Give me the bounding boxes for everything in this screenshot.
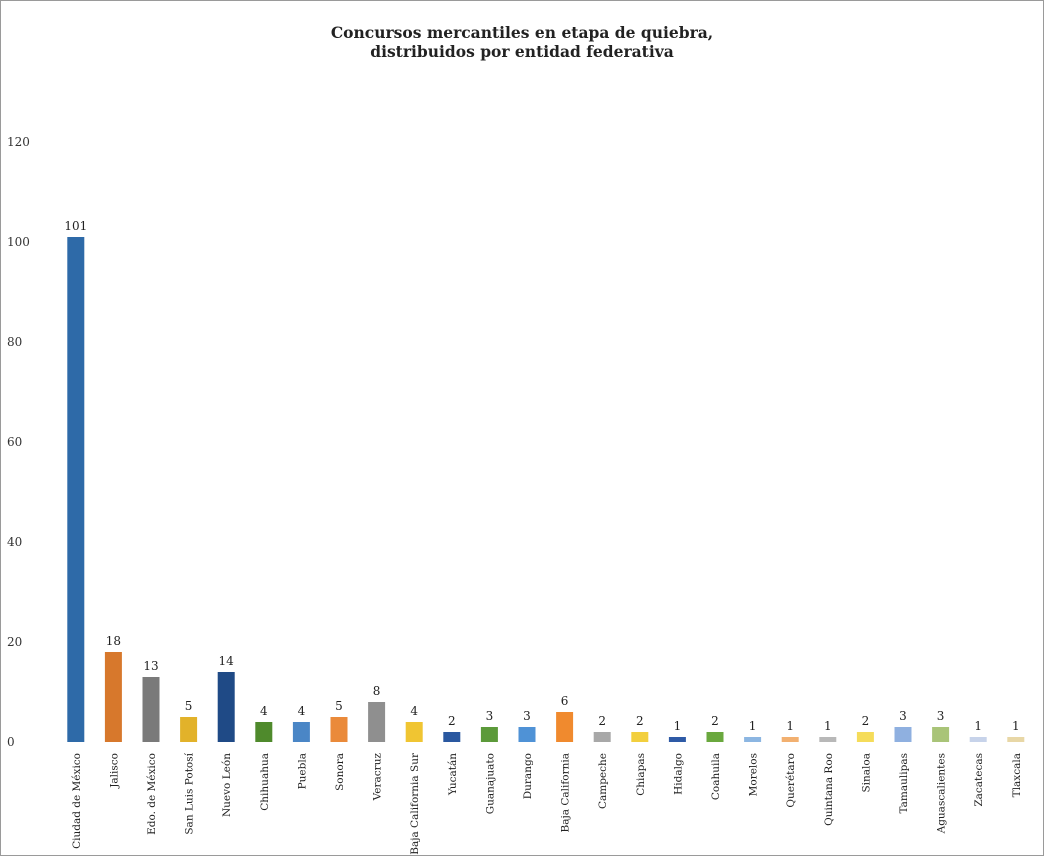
data-label: 14 <box>219 654 235 668</box>
data-label: 3 <box>486 709 494 723</box>
y-tick-label: 100 <box>7 235 30 249</box>
y-tick-label: 120 <box>7 135 30 149</box>
bar <box>518 727 536 742</box>
bar <box>104 652 122 742</box>
bar <box>405 722 423 742</box>
data-label: 101 <box>64 219 87 233</box>
bar <box>781 737 799 742</box>
bar <box>556 712 574 742</box>
x-tick-label: Edo. de México <box>146 753 158 835</box>
x-tick-label: Tlaxcala <box>1011 753 1023 797</box>
y-tick-label: 60 <box>7 435 22 449</box>
bar <box>932 727 950 742</box>
x-tick-label: Puebla <box>296 753 308 789</box>
data-label: 2 <box>448 714 456 728</box>
bar <box>969 737 987 742</box>
bar <box>368 702 386 742</box>
x-tick-label: Sinaloa <box>860 753 872 793</box>
data-label: 4 <box>410 704 418 718</box>
x-tick-label: Chihuahua <box>259 753 271 811</box>
bar <box>1007 737 1025 742</box>
data-label: 5 <box>335 699 343 713</box>
x-tick-label: Querétaro <box>785 753 797 808</box>
x-tick-label: Yucatán <box>447 753 459 796</box>
bar <box>480 727 498 742</box>
data-label: 2 <box>636 714 644 728</box>
chart-title-line-1: Concursos mercantiles en etapa de quiebr… <box>330 23 714 42</box>
data-label: 1 <box>674 719 682 733</box>
x-tick-label: Chiapas <box>635 753 647 796</box>
data-label: 3 <box>899 709 907 723</box>
x-tick-label: Zacatecas <box>973 753 985 807</box>
data-label: 6 <box>561 694 569 708</box>
x-tick-label: San Luis Potosí <box>184 752 196 834</box>
x-tick-label: Hidalgo <box>672 753 684 795</box>
data-label: 1 <box>786 719 794 733</box>
bar <box>894 727 912 742</box>
data-label: 2 <box>862 714 870 728</box>
bar <box>631 732 649 742</box>
data-label: 5 <box>185 699 193 713</box>
data-label: 4 <box>260 704 268 718</box>
bar <box>593 732 611 742</box>
data-label: 13 <box>143 659 158 673</box>
data-label: 1 <box>974 719 982 733</box>
bar <box>856 732 874 742</box>
data-label: 1 <box>824 719 832 733</box>
bar <box>255 722 273 742</box>
bar <box>668 737 686 742</box>
x-tick-label: Guanajuato <box>484 753 496 814</box>
x-tick-label: Baja California <box>560 753 572 832</box>
x-tick-label: Ciudad de México <box>71 753 83 849</box>
x-tick-label: Morelos <box>748 753 760 796</box>
data-label: 18 <box>106 634 121 648</box>
data-label: 8 <box>373 684 381 698</box>
y-tick-label: 80 <box>7 335 22 349</box>
chart-title: Concursos mercantiles en etapa de quiebr… <box>1 23 1043 61</box>
y-tick-label: 0 <box>7 735 15 749</box>
bar <box>330 717 348 742</box>
x-tick-label: Tamaulipas <box>898 753 910 814</box>
bar <box>706 732 724 742</box>
data-label: 2 <box>711 714 719 728</box>
bar <box>67 237 85 742</box>
bar <box>180 717 198 742</box>
data-label: 1 <box>1012 719 1020 733</box>
x-tick-label: Aguascalientes <box>936 753 948 834</box>
data-label: 3 <box>523 709 531 723</box>
data-label: 1 <box>749 719 757 733</box>
x-tick-label: Durango <box>522 753 534 799</box>
y-tick-label: 40 <box>7 535 22 549</box>
x-tick-label: Nuevo León <box>221 753 233 817</box>
x-tick-label: Quintana Roo <box>823 753 835 826</box>
bar <box>819 737 837 742</box>
bar <box>744 737 762 742</box>
x-tick-label: Campeche <box>597 753 609 809</box>
data-label: 4 <box>298 704 306 718</box>
data-label: 3 <box>937 709 945 723</box>
x-tick-label: Veracruz <box>372 753 384 802</box>
bar <box>217 672 235 742</box>
x-tick-label: Baja California Sur <box>409 752 421 855</box>
x-tick-label: Jalisco <box>108 753 120 789</box>
x-tick-label: Coahuila <box>710 753 722 800</box>
x-tick-label: Sonora <box>334 753 346 791</box>
data-label: 2 <box>598 714 606 728</box>
chart-title-line-2: distribuidos por entidad federativa <box>370 42 674 61</box>
bar <box>443 732 461 742</box>
bar <box>142 677 160 742</box>
y-tick-label: 20 <box>7 635 22 649</box>
bar <box>292 722 310 742</box>
